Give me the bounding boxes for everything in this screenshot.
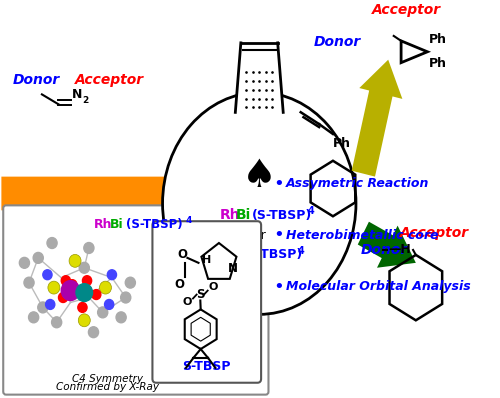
Text: or: or (253, 228, 266, 242)
Circle shape (84, 242, 94, 254)
Text: 4: 4 (298, 246, 304, 256)
Circle shape (79, 262, 90, 273)
Text: C4 Symmetry: C4 Symmetry (72, 374, 143, 384)
Text: Acceptor: Acceptor (75, 72, 144, 86)
Text: N: N (72, 88, 82, 101)
Circle shape (43, 270, 52, 280)
Text: (S-TBSP): (S-TBSP) (252, 209, 312, 222)
Text: S-TBSP: S-TBSP (182, 360, 231, 373)
Circle shape (100, 281, 112, 294)
Circle shape (46, 300, 55, 309)
Text: Bi: Bi (236, 208, 252, 222)
Circle shape (82, 276, 92, 286)
Text: Heterobimetallic core: Heterobimetallic core (286, 228, 438, 242)
Text: N: N (228, 262, 238, 275)
Polygon shape (358, 222, 416, 268)
Circle shape (28, 312, 38, 323)
Text: Confirmed by X-Ray: Confirmed by X-Ray (56, 382, 159, 392)
Text: 2: 2 (82, 96, 88, 105)
Text: Donor: Donor (12, 72, 60, 86)
Circle shape (78, 302, 87, 312)
Text: O: O (177, 248, 187, 261)
Circle shape (62, 276, 70, 286)
Text: H: H (202, 255, 211, 265)
Text: Ph: Ph (333, 137, 351, 150)
Text: 4: 4 (186, 216, 192, 225)
Circle shape (48, 281, 60, 294)
Circle shape (78, 314, 90, 327)
Circle shape (92, 290, 101, 300)
Ellipse shape (162, 92, 356, 314)
Circle shape (24, 277, 34, 288)
Text: Molecular Orbital Analysis: Molecular Orbital Analysis (286, 280, 470, 293)
Text: Acceptor: Acceptor (400, 226, 469, 240)
Circle shape (108, 270, 116, 280)
Text: (S-TBSP): (S-TBSP) (126, 218, 182, 231)
Text: 4: 4 (307, 206, 314, 216)
Text: O: O (208, 282, 218, 292)
Circle shape (38, 302, 48, 313)
Circle shape (47, 238, 57, 248)
Text: Assymetric Reaction: Assymetric Reaction (286, 177, 430, 190)
Circle shape (33, 252, 43, 263)
Text: Bi: Bi (110, 218, 124, 231)
Circle shape (69, 254, 81, 267)
Text: Rh: Rh (220, 208, 240, 222)
Circle shape (20, 258, 30, 268)
Circle shape (116, 312, 126, 323)
Text: •: • (273, 226, 284, 244)
Text: O: O (174, 278, 184, 291)
Circle shape (58, 293, 68, 302)
Text: (S-TBSP): (S-TBSP) (242, 248, 303, 261)
Polygon shape (2, 164, 220, 223)
Text: Rh: Rh (218, 248, 238, 262)
Circle shape (88, 327, 99, 338)
Circle shape (52, 317, 62, 328)
Text: 2: 2 (236, 255, 242, 265)
Text: Rh: Rh (94, 218, 112, 231)
Text: ♠: ♠ (242, 157, 276, 195)
FancyBboxPatch shape (3, 205, 268, 395)
Text: •: • (273, 278, 284, 296)
Text: Ph: Ph (428, 57, 446, 70)
Text: Acceptor: Acceptor (372, 3, 441, 17)
Text: —H: —H (388, 244, 411, 256)
Circle shape (98, 307, 108, 318)
Circle shape (104, 300, 114, 309)
Circle shape (62, 281, 80, 300)
Polygon shape (236, 43, 283, 112)
Text: S: S (196, 288, 204, 301)
Circle shape (120, 292, 131, 303)
Polygon shape (352, 60, 403, 177)
Circle shape (126, 277, 136, 288)
FancyBboxPatch shape (152, 221, 261, 383)
Text: Ph: Ph (428, 33, 446, 47)
Text: O: O (182, 297, 192, 308)
Text: Donor: Donor (314, 35, 360, 49)
Circle shape (68, 280, 77, 290)
Text: •: • (273, 175, 284, 193)
Circle shape (76, 284, 92, 301)
Text: Donor: Donor (360, 243, 408, 257)
